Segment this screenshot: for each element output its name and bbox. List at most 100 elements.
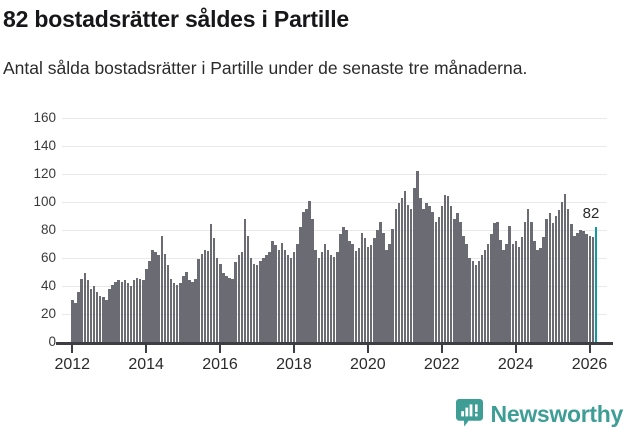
bar [536, 249, 539, 342]
y-axis-tick-label: 80 [40, 222, 56, 237]
x-axis-tick [219, 345, 222, 353]
gridline [62, 202, 607, 203]
bar [573, 235, 576, 342]
bar-chart-bubble-icon [455, 399, 483, 429]
bar [102, 297, 105, 342]
bar [428, 206, 431, 342]
bar [422, 209, 425, 342]
bar [268, 252, 271, 342]
x-axis-tick [514, 345, 517, 353]
bar [157, 255, 160, 342]
bar [206, 251, 210, 342]
bar [255, 265, 259, 342]
bar [391, 228, 394, 342]
bar [191, 281, 194, 342]
bar [145, 269, 148, 342]
bar [453, 218, 456, 342]
bar [209, 224, 213, 342]
bar [243, 218, 247, 342]
bar [317, 258, 321, 342]
bar [169, 279, 173, 342]
bar [249, 258, 253, 342]
x-axis-tick [292, 345, 295, 353]
bar [419, 197, 422, 342]
bar [225, 276, 228, 342]
bar [357, 248, 361, 342]
y-axis-tick-label: 100 [33, 194, 56, 209]
bar [542, 237, 545, 342]
bar [200, 253, 204, 342]
bar [591, 237, 595, 342]
bar [234, 262, 237, 342]
bar [406, 204, 410, 342]
bar [172, 283, 176, 342]
bar [219, 263, 222, 342]
bar [508, 225, 511, 342]
bar [511, 244, 515, 342]
bar [462, 235, 465, 342]
bar [413, 188, 416, 342]
bar [114, 281, 117, 342]
bar-highlighted [594, 227, 598, 342]
brand-name: Newsworthy [490, 400, 624, 427]
y-axis: 0 20 40 60 80 100 120 140 160 [0, 111, 56, 349]
bar [394, 209, 398, 342]
bar [129, 286, 133, 342]
bar [151, 249, 154, 342]
bar [138, 279, 142, 342]
bar [416, 171, 419, 342]
bar [382, 232, 385, 342]
bar [425, 203, 428, 342]
bar [585, 234, 588, 342]
bar [280, 242, 284, 342]
newsworthy-logo[interactable]: Newsworthy [455, 399, 624, 429]
bar [314, 249, 317, 342]
bar [117, 280, 120, 342]
bar [363, 238, 367, 342]
chart-footer: Newsworthy [0, 396, 631, 439]
bar [126, 283, 130, 342]
bar [77, 291, 80, 342]
bar [579, 230, 582, 342]
bar [212, 238, 216, 342]
bar [489, 234, 493, 342]
bar [576, 232, 579, 342]
bar [523, 221, 527, 342]
bar [526, 209, 530, 342]
x-axis-tick [145, 345, 148, 353]
bar [409, 209, 413, 342]
bar [400, 197, 404, 342]
bar [283, 249, 287, 342]
bar [342, 227, 345, 342]
bar [388, 244, 391, 342]
bar-series [62, 118, 607, 342]
y-axis-tick-label: 20 [40, 306, 56, 321]
bar [188, 280, 191, 342]
bar [323, 244, 327, 342]
bar [499, 239, 502, 342]
bar [376, 230, 379, 342]
bar [265, 255, 268, 342]
bar [336, 252, 339, 342]
bar [493, 223, 496, 342]
bar [345, 230, 348, 342]
bar [123, 280, 127, 342]
bar [360, 232, 364, 342]
bar [231, 279, 234, 342]
x-axis-tick-label: 2016 [202, 356, 238, 373]
bar [551, 223, 555, 342]
bar [480, 255, 484, 342]
x-axis-tick-label: 2014 [128, 356, 164, 373]
x-axis-tick-label: 2018 [276, 356, 312, 373]
bar [533, 241, 536, 342]
bar [474, 265, 478, 342]
bar [397, 203, 401, 342]
bar [98, 295, 102, 342]
bar [403, 190, 407, 342]
bar [262, 258, 265, 342]
x-axis-tick [588, 345, 591, 353]
bar [228, 277, 231, 342]
x-axis-tick-label: 2020 [350, 356, 386, 373]
bar [379, 221, 382, 342]
bar [305, 209, 308, 342]
